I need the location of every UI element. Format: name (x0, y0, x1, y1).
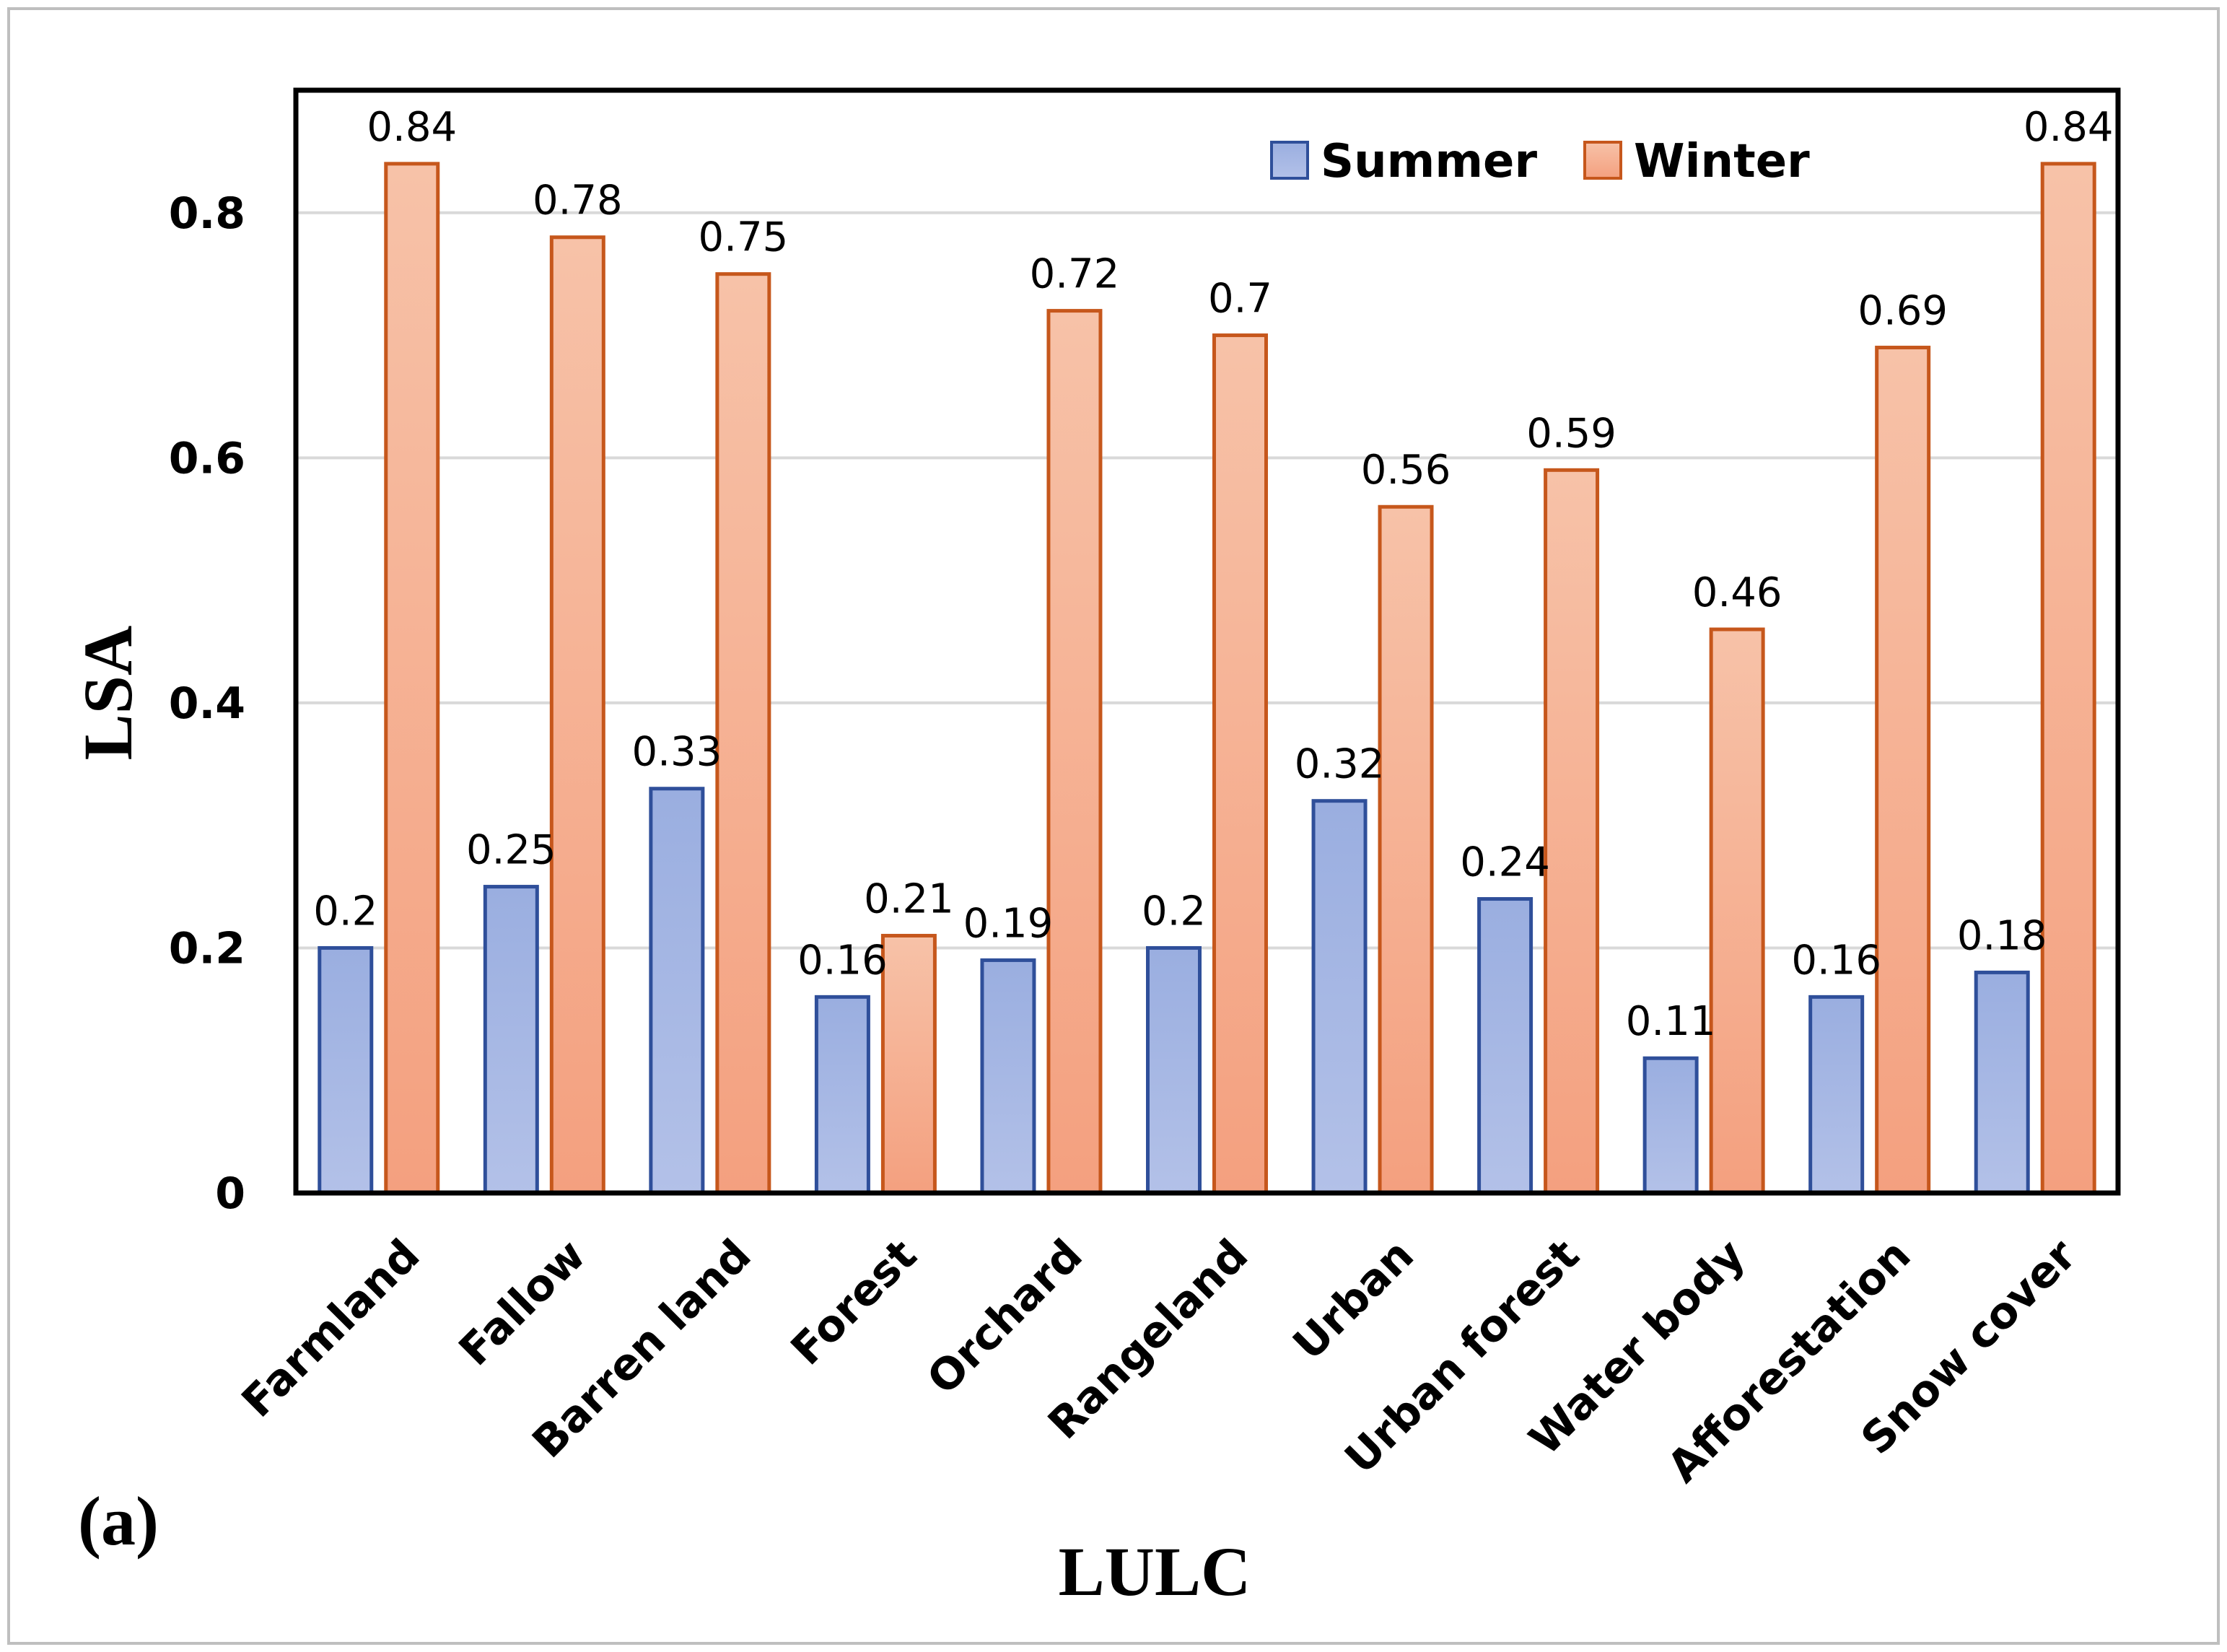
data-label-winter: 0.21 (864, 875, 954, 922)
bar-winter (1544, 468, 1600, 1195)
x-category-label: Fallow (450, 1230, 595, 1376)
panel-label: (a) (78, 1482, 159, 1560)
bar-winter (1875, 346, 1931, 1195)
figure-frame (7, 7, 2220, 1645)
data-label-summer: 0.16 (1791, 937, 1881, 984)
bar-summer (980, 958, 1036, 1195)
data-label-winter: 0.46 (1692, 569, 1782, 616)
bar-winter (1378, 504, 1434, 1195)
bars (318, 162, 2096, 1195)
bar-summer (1974, 970, 2030, 1195)
x-axis-title: LULC (1059, 1533, 1251, 1610)
x-category-label: Orchard (918, 1230, 1093, 1404)
y-axis-ticks: 0 0.2 0.4 0.6 0.8 (169, 188, 245, 1219)
bar-winter (715, 272, 771, 1195)
data-label-winter: 0.59 (1526, 410, 1616, 457)
data-labels: 0.2 0.84 0.25 0.78 0.33 0.75 0.16 0.210.19 0.72 0… (313, 104, 2113, 1045)
data-label-winter: 0.78 (533, 178, 623, 224)
bar-winter (549, 235, 605, 1195)
bar-winter (1212, 333, 1268, 1195)
data-label-summer: 0.25 (466, 827, 556, 874)
data-label-winter: 0.56 (1361, 447, 1451, 494)
data-label-summer: 0.18 (1957, 912, 2047, 959)
bar-summer (1146, 945, 1202, 1195)
bar-winter (1046, 309, 1103, 1195)
legend-label-winter: Winter (1634, 135, 1810, 188)
data-label-summer: 0.16 (797, 937, 888, 984)
data-label-summer: 0.19 (963, 900, 1054, 947)
legend-swatch-summer (1270, 141, 1309, 180)
x-category-label: Urban (1284, 1230, 1424, 1370)
bar-summer (483, 885, 539, 1195)
bar-winter (384, 162, 440, 1195)
bar-winter (2040, 162, 2096, 1195)
legend-label-summer: Summer (1321, 135, 1537, 188)
data-label-winter: 0.72 (1030, 251, 1120, 298)
bar-summer (814, 995, 870, 1195)
data-label-winter: 0.84 (367, 104, 457, 151)
data-label-summer: 0.2 (1142, 888, 1206, 935)
bar-winter (1709, 627, 1765, 1195)
bar-summer (649, 787, 705, 1195)
plot-area-frame (293, 87, 2121, 1196)
data-label-summer: 0.32 (1295, 741, 1385, 788)
y-tick-label: 0.2 (169, 923, 245, 974)
data-label-winter: 0.7 (1208, 276, 1272, 323)
x-category-label: Farmland (232, 1230, 430, 1428)
data-label-summer: 0.33 (632, 729, 722, 776)
legend: Summer Winter (1270, 135, 1810, 188)
data-label-winter: 0.69 (1858, 288, 1948, 335)
data-label-summer: 0.2 (313, 888, 377, 935)
bar-summer (1311, 799, 1368, 1195)
bar-summer (318, 945, 374, 1195)
y-tick-label: 0 (215, 1168, 245, 1219)
bar-summer (1477, 897, 1533, 1195)
bar-summer (1808, 995, 1865, 1195)
data-label-winter: 0.84 (2023, 104, 2114, 151)
y-tick-label: 0.6 (169, 433, 245, 484)
x-category-label: Forest (782, 1230, 927, 1375)
data-label-summer: 0.24 (1460, 839, 1550, 886)
y-tick-label: 0.8 (169, 188, 245, 239)
data-label-winter: 0.75 (699, 214, 789, 261)
data-label-summer: 0.11 (1626, 998, 1716, 1045)
y-tick-label: 0.4 (169, 678, 245, 729)
legend-swatch-winter (1583, 141, 1622, 180)
bar-winter (880, 933, 937, 1195)
bar-summer (1642, 1056, 1699, 1195)
y-axis-title: LSA (69, 626, 146, 761)
